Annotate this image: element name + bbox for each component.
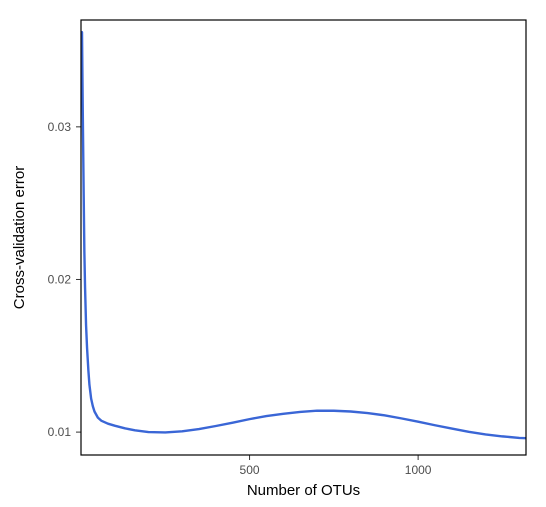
y-axis-label: Cross-validation error [11,166,28,309]
y-tick-label: 0.01 [48,425,72,439]
chart-svg: 500 1000 0.01 0.02 0.03 Number of OTUs Cross-v… [0,0,546,507]
x-tick-label: 1000 [405,463,432,477]
y-tick-label: 0.02 [48,272,72,286]
x-axis-label: Number of OTUs [247,482,360,499]
cv-error-chart: 500 1000 0.01 0.02 0.03 Number of OTUs Cross-v… [0,0,546,507]
x-tick-label: 500 [240,463,260,477]
y-tick-label: 0.03 [48,120,72,134]
